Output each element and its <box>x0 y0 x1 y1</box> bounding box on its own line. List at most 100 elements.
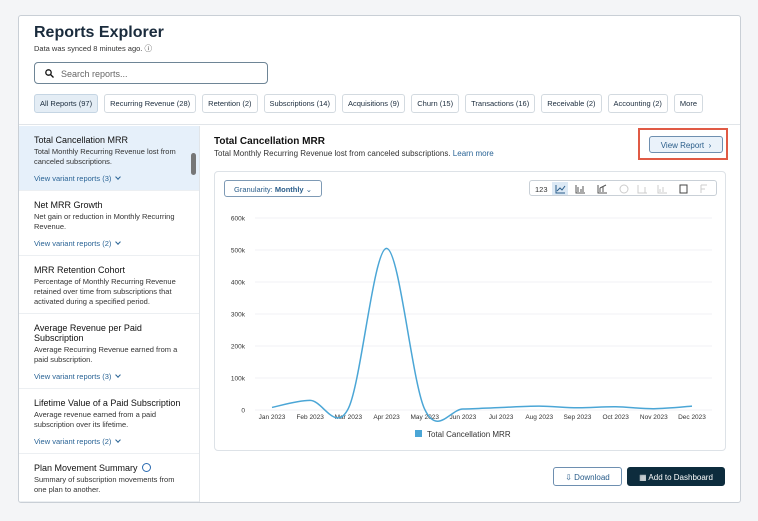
report-description: Average revenue earned from a paid subsc… <box>34 410 157 429</box>
chart: 0 100k 200k 300k 400k 500k 600k Jan 2023 Feb 202… <box>231 216 712 439</box>
sync-text: Data was synced 8 minutes ago. <box>34 44 143 53</box>
stack-icon[interactable] <box>657 185 667 194</box>
subtitle-text: Total Monthly Recurring Revenue lost fro… <box>214 149 451 158</box>
search-placeholder: Search reports... <box>61 69 128 79</box>
x-tick-label: Jul 2023 <box>489 414 514 421</box>
tab[interactable]: Subscriptions (14) <box>263 94 336 113</box>
variant-link[interactable]: View variant reports (3) <box>34 372 191 382</box>
tab[interactable]: More <box>673 94 703 113</box>
x-tick-label: Mar 2023 <box>335 414 363 421</box>
report-item[interactable]: Lifetime Value of a Paid Subscription Ave… <box>19 389 199 454</box>
x-tick-label: Sep 2023 <box>564 414 592 421</box>
search-box[interactable]: Search reports... <box>34 62 268 84</box>
report-badge <box>141 463 151 472</box>
y-tick-label: 300k <box>231 312 246 319</box>
tab[interactable]: Retention (2) <box>202 94 258 113</box>
y-tick-label: 400k <box>231 280 246 287</box>
tab[interactable]: Receivable (2) <box>541 94 602 113</box>
area-icon[interactable] <box>637 185 647 194</box>
y-tick-label: 200k <box>231 344 246 351</box>
search-icon <box>45 69 54 78</box>
y-tick-label: 600k <box>231 216 246 223</box>
report-name: Plan Movement Summary <box>34 463 191 473</box>
tab[interactable]: Recurring Revenue (28) <box>104 94 197 113</box>
tab-bar: All Reports (97) Recurring Revenue (28) Re… <box>34 94 703 113</box>
report-name: Total Cancellation MRR <box>34 135 191 145</box>
variant-link[interactable]: View variant reports (2) <box>34 239 191 249</box>
highlight-box <box>638 128 728 160</box>
report-item[interactable]: Average Revenue per Paid Subscription Ave… <box>19 314 199 389</box>
tab[interactable]: Acquisitions (9) <box>341 94 406 113</box>
x-tick-label: Jun 2023 <box>450 414 477 421</box>
report-item[interactable]: Total Cancellation MRR Total Monthly Recu… <box>19 126 199 191</box>
view-report-button[interactable]: View Report › <box>649 136 723 153</box>
y-tick-label: 0 <box>241 408 245 415</box>
page-title: Reports Explorer <box>34 24 164 41</box>
x-tick-label: Dec 2023 <box>678 414 706 421</box>
x-tick-label: Feb 2023 <box>296 414 324 421</box>
view-report-text: View Report <box>660 141 705 150</box>
y-tick-label: 500k <box>231 248 246 255</box>
download-text: Download <box>574 473 610 482</box>
tab[interactable]: All Reports (97) <box>34 94 99 113</box>
chart-card: Granularity: Monthly ⌄ 123 0 100k 200k 300k… <box>214 171 726 451</box>
report-name-text: Average Revenue per Paid Subscription <box>34 323 142 343</box>
toolbar-icons: 123 <box>535 182 707 195</box>
detail-title: Total Cancellation MRR <box>214 136 325 147</box>
report-name-text: Net MRR Growth <box>34 200 103 210</box>
report-list: Total Cancellation MRR Total Monthly Recu… <box>19 126 200 502</box>
chart-toolbar: 123 <box>529 180 717 196</box>
y-tick-label: 100k <box>231 376 246 383</box>
report-description: Average Recurring Revenue earned from a … <box>34 345 178 364</box>
report-name-text: Lifetime Value of a Paid Subscription <box>34 398 181 408</box>
add-dashboard-button[interactable]: ▦ Add to Dashboard <box>627 467 725 486</box>
scrollbar[interactable] <box>191 153 196 175</box>
add-text: Add to Dashboard <box>648 473 713 482</box>
download-button[interactable]: ⇩ Download <box>553 467 622 486</box>
bar-icon[interactable] <box>575 185 585 194</box>
detail-subtitle: Total Monthly Recurring Revenue lost fro… <box>214 149 494 158</box>
report-name-text: MRR Retention Cohort <box>34 265 126 275</box>
table-icon[interactable] <box>679 184 688 194</box>
report-item[interactable]: Net MRR Growth Net gain or reduction in M… <box>19 191 199 256</box>
line-icon <box>555 185 566 194</box>
x-tick-label: Nov 2023 <box>640 414 668 421</box>
report-item[interactable]: MRR Retention Cohort Percentage of Monthl… <box>19 256 199 314</box>
toolbar-number[interactable]: 123 <box>535 185 548 194</box>
legend-swatch <box>415 430 422 437</box>
combo-icon[interactable] <box>597 184 607 194</box>
legend-label: Total Cancellation MRR <box>427 430 511 439</box>
series-line <box>271 247 693 422</box>
report-name: Net MRR Growth <box>34 200 191 210</box>
pie-icon[interactable] <box>619 184 629 194</box>
tab[interactable]: Churn (15) <box>411 94 460 113</box>
x-tick-label: Oct 2023 <box>602 414 629 421</box>
sync-status: Data was synced 8 minutes ago. ⓘ <box>34 44 152 53</box>
report-item[interactable]: Plan Movement Summary Summary of subscrip… <box>19 454 199 502</box>
granularity-select[interactable]: Granularity: Monthly ⌄ <box>224 180 322 197</box>
report-name: MRR Retention Cohort <box>34 265 191 275</box>
report-description: Percentage of Monthly Recurring Revenue … <box>34 277 176 306</box>
report-name: Average Revenue per Paid Subscription <box>34 323 191 343</box>
learn-more[interactable]: Learn more <box>452 149 494 158</box>
tab[interactable]: Transactions (16) <box>465 94 536 113</box>
report-name-text: Total Cancellation MRR <box>34 135 129 145</box>
pivot-icon[interactable] <box>700 184 707 193</box>
report-description: Net gain or reduction in Monthly Recurri… <box>34 212 175 231</box>
report-description: Total Monthly Recurring Revenue lost fro… <box>34 147 176 166</box>
report-description: Summary of subscription movements from o… <box>34 475 175 494</box>
tab[interactable]: Accounting (2) <box>607 94 668 113</box>
variant-link[interactable]: View variant reports (2) <box>34 437 191 447</box>
x-tick-label: Apr 2023 <box>373 414 400 421</box>
reports-card: Reports Explorer Data was synced 8 minut… <box>18 15 741 503</box>
granularity-value: Monthly <box>274 185 304 194</box>
x-tick-label: Aug 2023 <box>525 414 553 421</box>
granularity-label: Granularity: <box>234 185 273 194</box>
report-name-text: Plan Movement Summary <box>34 463 138 473</box>
x-tick-label: May 2023 <box>410 414 439 421</box>
report-name: Lifetime Value of a Paid Subscription <box>34 398 191 408</box>
variant-link[interactable]: View variant reports (3) <box>34 174 191 184</box>
divider <box>19 124 740 125</box>
x-tick-label: Jan 2023 <box>259 414 286 421</box>
